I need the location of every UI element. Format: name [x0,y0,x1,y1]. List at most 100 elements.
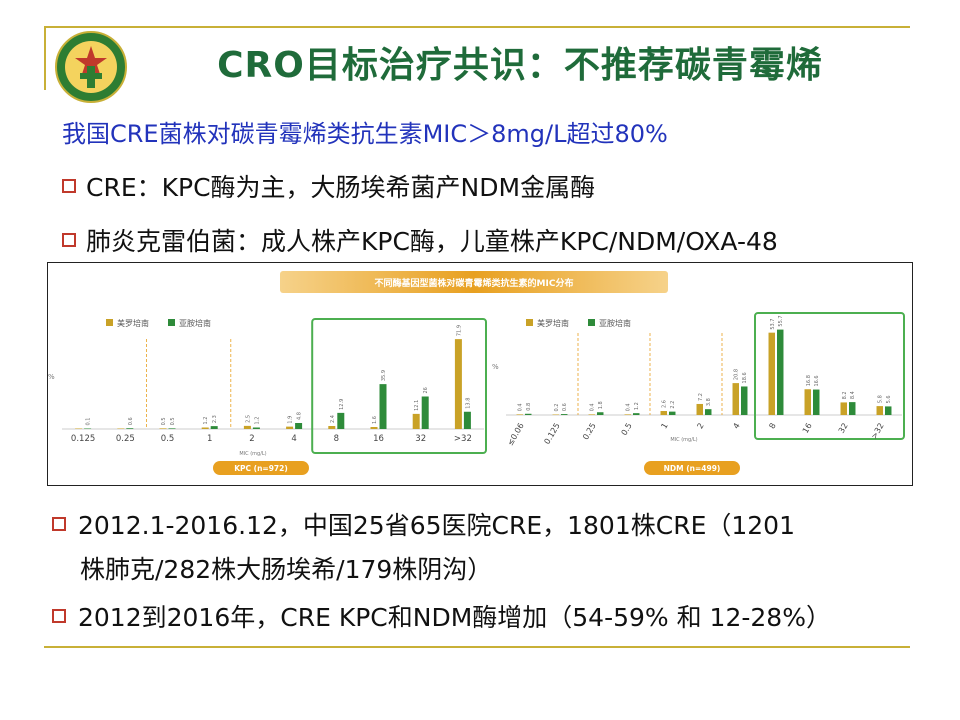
bar-imipenem [597,412,604,415]
footer-pill [213,461,309,475]
legend-swatch [588,319,595,326]
bar-value-label: 2.3 [212,415,218,423]
legend-swatch [526,319,533,326]
x-tick-label: ≤0.06 [506,422,526,448]
bullet-trend: 2012到2016年，CRE KPC和NDM酶增加（54-59% 和 12-28… [52,596,831,640]
bar-meropenem [804,389,811,415]
bar-value-label: 2.2 [670,401,676,409]
bar-meropenem [370,427,378,429]
bar-value-label: 1.2 [203,417,209,425]
bar-meropenem [75,428,83,429]
legend-swatch [168,319,175,326]
bar-imipenem [252,427,260,429]
bar-value-label: 5.6 [886,395,892,403]
x-axis-label: MIC (mg/L) [670,437,697,443]
x-tick-label: 4 [731,422,741,431]
bar-value-label: 71.9 [456,325,462,336]
bar-value-label: 16.6 [814,375,820,386]
bar-meropenem [454,339,462,429]
bar-meropenem [588,414,595,415]
bar-value-label: 26 [423,387,429,393]
bar-imipenem [421,396,429,429]
y-axis-label: % [492,363,499,371]
bar-meropenem [660,411,667,415]
bar-meropenem [624,414,631,415]
slide-title: CRO目标治疗共识：不推荐碳青霉烯 [217,45,823,86]
x-tick-label: 32 [837,422,850,435]
bullet-square-icon [52,517,66,531]
bar-value-label: 0.4 [518,403,524,411]
bar-meropenem [286,426,294,429]
bar-value-label: 53.7 [770,319,776,330]
bar-value-label: 13.8 [465,398,471,409]
top-rule [44,26,910,28]
bar-imipenem [168,428,176,429]
bar-value-label: 18.6 [742,372,748,383]
bar-imipenem [633,413,640,415]
bar-value-label: 35.9 [381,370,387,381]
bullet-text: CRE：KPC酶为主，大肠埃希菌产NDM金属酶 [86,173,596,202]
x-tick-label: >32 [869,422,885,441]
bar-value-label: 2.5 [245,415,251,423]
bar-value-label: 16.8 [806,375,812,386]
x-tick-label: 0.25 [581,422,598,442]
bar-value-label: 0.2 [554,404,560,412]
bar-value-label: 20.8 [734,369,740,380]
bar-imipenem [210,426,218,429]
bar-imipenem [379,384,387,429]
bar-imipenem [705,409,712,415]
bar-value-label: 0.5 [170,417,176,425]
bar-value-label: 4.8 [297,412,303,420]
bar-imipenem [885,406,892,415]
x-tick-label: 16 [373,434,384,444]
bar-imipenem [561,414,568,415]
hospital-logo-icon [55,31,127,103]
bar-meropenem [552,414,559,415]
x-tick-label: 2 [249,434,254,444]
bar-meropenem [516,414,523,415]
bar-meropenem [412,413,420,429]
bar-value-label: 0.8 [526,403,532,411]
bar-imipenem [295,423,303,429]
legend-swatch [106,319,113,326]
bar-value-label: 5.8 [878,395,884,403]
legend-label: 美罗培南 [117,318,149,328]
bar-value-label: 1.2 [634,402,640,410]
bar-meropenem [876,406,883,415]
x-tick-label: 8 [334,434,339,444]
x-tick-label: 0.125 [71,434,95,444]
bar-imipenem [84,428,92,429]
bar-value-label: 0.4 [626,403,632,411]
bar-value-label: 0.1 [86,418,92,426]
x-tick-label: 0.5 [161,434,175,444]
bullet-text: 2012.1-2016.12，中国25省65医院CRE，1801株CRE（120… [78,511,795,540]
bar-imipenem [126,428,134,429]
footer-label: NDM (n=499) [664,464,721,473]
bar-value-label: 1.8 [598,401,604,409]
bullet-cre: CRE：KPC酶为主，大肠埃希菌产NDM金属酶 [62,168,595,204]
bar-meropenem [732,383,739,415]
bar-meropenem [201,427,209,429]
bar-value-label: 12.9 [339,399,345,410]
chart-title: 不同酶基因型菌株对碳青霉烯类抗生素的MIC分布 [375,277,574,289]
x-tick-label: 0.25 [116,434,135,444]
bar-value-label: 1.6 [372,416,378,424]
x-tick-label: 1 [659,422,669,431]
bar-meropenem [159,428,167,429]
bar-value-label: 2.6 [662,400,668,408]
bullet-text: 2012到2016年，CRE KPC和NDM酶增加（54-59% 和 12-28… [78,603,831,632]
bar-value-label: 8.2 [842,391,848,399]
bar-value-label: 55.7 [778,315,784,326]
bar-meropenem [840,402,847,415]
legend-label: 亚胺培南 [599,318,631,328]
bar-imipenem [777,329,784,415]
mic-chart-panel: 不同酶基因型菌株对碳青霉烯类抗生素的MIC分布 美罗培南 亚胺培南% 0.1 0.12… [47,262,913,486]
bar-value-label: 1.9 [288,416,294,424]
left-rule [44,28,46,90]
footer-pill [644,461,740,475]
bar-meropenem [328,426,336,429]
mic-chart-svg: 不同酶基因型菌株对碳青霉烯类抗生素的MIC分布 美罗培南 亚胺培南% 0.1 0.12… [48,271,905,475]
x-tick-label: 1 [207,434,212,444]
